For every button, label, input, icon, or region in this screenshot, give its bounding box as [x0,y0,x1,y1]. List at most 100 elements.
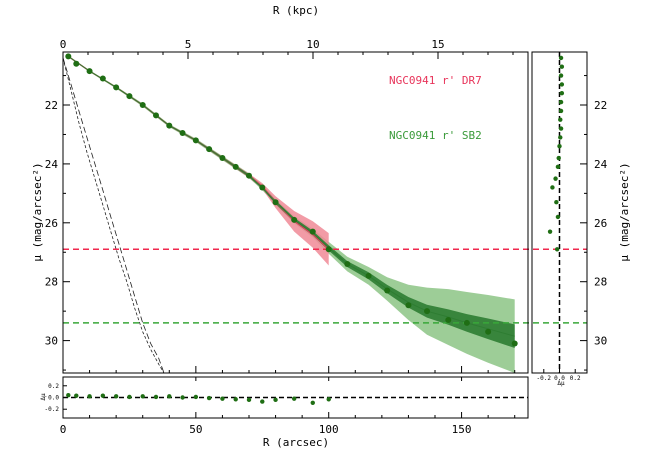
side-residual-point [557,144,562,149]
main-panel-frame [62,51,529,374]
top-tick-label: 0 [60,38,67,51]
right-tick-label: 28 [594,276,607,289]
residual-point [153,394,159,400]
axis-tick-layer [62,52,587,418]
left-axis-label: μ (mag/arcsec²) [31,162,44,261]
psf-curve-b [62,57,165,374]
residual-point [113,394,119,399]
data-point [73,60,80,67]
data-point [259,184,266,191]
residual-point [220,396,225,401]
residual-point [326,397,331,402]
side-residual-point [558,99,564,105]
side-residual-point [556,155,561,161]
left-tick-label: 28 [45,276,58,289]
side-residual-point [558,55,564,61]
data-point [272,199,279,206]
data-point [291,216,298,223]
residual-point [273,397,278,403]
side-residual-point [558,108,564,114]
right-tick-label: 30 [594,335,607,348]
side-residual-point [553,176,558,181]
data-point [485,328,492,335]
psf-curve-a [62,57,165,374]
bottom-tick-label: 150 [452,423,472,436]
data-point [365,272,372,279]
side-residual-point [559,91,565,96]
top-tick-label: 15 [431,38,444,51]
residual-point [246,397,252,403]
residual-point [206,395,212,401]
data-point [219,155,226,162]
axis-tick-label-layer: 0 50 100 150 0 5 10 15 22 22 24 24 26 26 28 28 30 30 0.2 0.… [45,38,608,436]
data-point [424,308,431,315]
data-point [179,129,186,136]
residual-tick-label: 0.0 [48,395,59,402]
data-point [206,146,213,153]
residual-axis-label: Δμ [40,393,47,401]
top-axis-label: R (kpc) [273,4,319,17]
left-tick-label: 30 [45,335,58,348]
residual-point [193,394,199,400]
data-point [126,93,133,100]
residual-point [87,394,92,399]
main-panel [62,51,587,374]
residual-point [233,397,238,402]
residual-point [140,394,145,399]
data-point [86,68,93,75]
data-point [153,112,159,119]
side-tick-label: -0.2 [537,375,552,382]
residual-tick-label: -0.2 [45,406,60,413]
side-residual-point [559,82,565,87]
side-residual-point [558,135,563,140]
bottom-tick-label: 50 [189,423,202,436]
bottom-tick-label: 100 [319,423,339,436]
data-point [309,228,316,235]
data-point [246,172,252,179]
data-point [99,75,106,82]
data-point [384,287,391,294]
side-residual-point [559,64,565,69]
data-point [511,340,518,347]
data-point [325,246,332,253]
residual-point [74,393,79,398]
side-residual-point [550,185,555,190]
left-tick-label: 26 [45,217,58,230]
bottom-tick-label: 0 [60,423,67,436]
right-tick-label: 26 [594,217,607,230]
side-residual-point [555,164,561,170]
legend-entry-sb2: NGC0941 r' SB2 [389,129,482,142]
data-point [344,261,351,268]
top-tick-label: 10 [306,38,319,51]
left-tick-label: 22 [45,99,58,112]
data-point [405,302,412,309]
side-residual-point [558,73,564,78]
residual-point [260,399,265,404]
data-point [445,316,452,323]
legend-entry-dr7: NGC0941 r' DR7 [389,74,482,87]
residual-point [180,395,185,400]
data-point [139,102,146,109]
data-point [166,122,173,129]
residual-point [167,394,172,399]
right-tick-label: 24 [594,158,608,171]
data-point [463,319,470,326]
side-tick-label: 0.0 [554,375,565,382]
right-axis-label: μ (mag/arcsec²) [618,162,631,261]
residual-point-layer [63,392,528,405]
residual-point [127,394,132,400]
side-residual-point [558,126,564,131]
residual-point [310,400,315,405]
residual-tick-label: 0.2 [48,383,59,390]
side-tick-label: 0.2 [570,375,581,382]
side-residual-point [547,229,553,234]
residual-point [291,396,297,401]
data-point-layer [65,53,518,347]
side-residual-point [554,247,560,252]
data-point [232,163,239,170]
side-panel-axis-label: Δμ [557,380,565,387]
top-tick-label: 5 [185,38,192,51]
right-tick-label: 22 [594,99,607,112]
